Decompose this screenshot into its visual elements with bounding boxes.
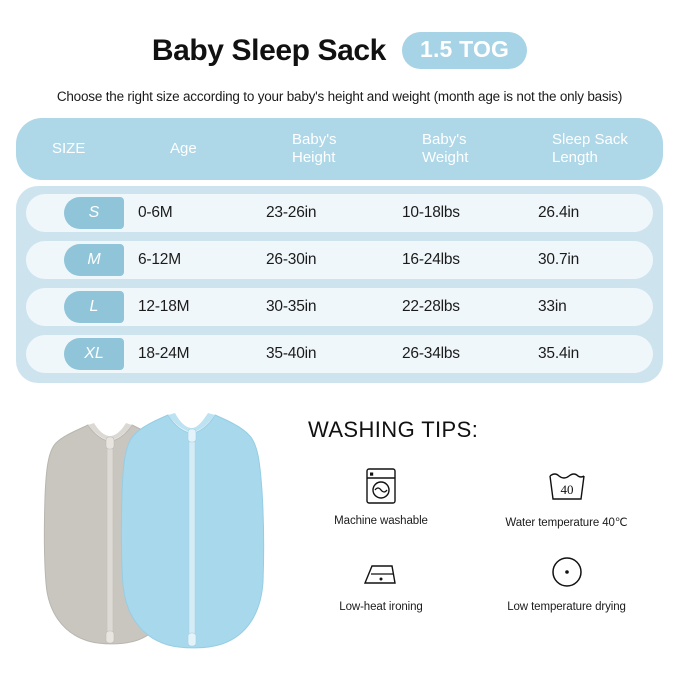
cell-weight: 26-34lbs [402,345,460,362]
size-badge: S [64,197,124,229]
tip-label: Low temperature drying [507,601,626,613]
washing-tips-title: WASHING TIPS: [308,417,479,442]
column-header-size: SIZE [52,140,86,158]
tog-badge: 1.5 TOG [401,32,528,69]
cell-length: 30.7in [538,251,580,268]
page-subtitle: Choose the right size according to your … [56,89,623,104]
cell-weight: 22-28lbs [402,298,460,315]
tip-low-temperature-drying: Low temperature drying [454,551,679,613]
cell-height: 35-40in [266,345,317,362]
column-header-age: Age [170,140,197,158]
title-row: Baby Sleep Sack 1.5 TOG [0,32,679,69]
cell-height: 26-30in [266,251,317,268]
cell-weight: 16-24lbs [402,251,460,268]
cell-age: 6-12M [138,251,181,268]
tip-label: Machine washable [334,515,428,527]
column-header-length: Sleep Sack Length [552,131,628,166]
cell-age: 12-18M [138,298,190,315]
cell-length: 26.4in [538,204,580,221]
iron-low-heat-icon [359,551,403,593]
tip-machine-washable: Machine washable [308,465,454,529]
tumble-dry-low-icon [549,551,585,593]
table-row[interactable]: L 12-18M 30-35in 22-28lbs 33in [26,288,653,326]
size-chart-header-row: SIZE Age Baby's Height Baby's Weight Sle… [16,118,663,180]
table-row[interactable]: XL 18-24M 35-40in 26-34lbs 35.4in [26,335,653,373]
tip-label: Water temperature 40℃ [505,517,628,529]
washing-machine-icon [364,465,398,507]
page-header: Baby Sleep Sack 1.5 TOG Choose the right… [0,0,679,104]
wash-tub-40-icon: 40 [545,465,589,507]
column-header-weight: Baby's Weight [422,131,469,166]
cell-height: 23-26in [266,204,317,221]
cell-age: 0-6M [138,204,173,221]
tip-low-heat-ironing: Low-heat ironing [308,551,454,613]
washing-tips: WASHING TIPS: Machine washable [300,399,679,659]
wash-tub-temperature-value: 40 [560,482,573,497]
cell-length: 33in [538,298,567,315]
blue-sleep-sack [116,409,268,649]
cell-age: 18-24M [138,345,190,362]
size-chart-body: S 0-6M 23-26in 10-18lbs 26.4in M 6-12M 2… [16,186,663,383]
product-photo [0,399,300,659]
page-title: Baby Sleep Sack [151,33,387,67]
size-chart: SIZE Age Baby's Height Baby's Weight Sle… [16,118,663,383]
tip-label: Low-heat ironing [339,601,423,613]
table-row[interactable]: S 0-6M 23-26in 10-18lbs 26.4in [26,194,653,232]
size-badge: XL [64,338,124,370]
cell-height: 30-35in [266,298,317,315]
column-header-height: Baby's Height [292,131,337,166]
washing-tips-grid: Machine washable 40 Water temperature 40… [308,465,679,613]
size-badge: L [64,291,124,323]
table-row[interactable]: M 6-12M 26-30in 16-24lbs 30.7in [26,241,653,279]
bottom-section: WASHING TIPS: Machine washable [0,399,679,659]
cell-weight: 10-18lbs [402,204,460,221]
cell-length: 35.4in [538,345,580,362]
tip-water-temperature: 40 Water temperature 40℃ [454,465,679,529]
size-badge: M [64,244,124,276]
